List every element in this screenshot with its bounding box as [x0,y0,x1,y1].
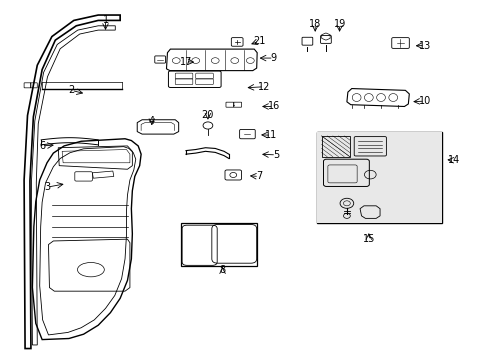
Text: 9: 9 [270,53,276,63]
Bar [316,132,442,223]
Text: 3: 3 [44,182,50,192]
Text: 15: 15 [362,234,374,244]
Text: 10: 10 [418,96,430,106]
Text: 11: 11 [264,130,277,140]
Text: 19: 19 [333,19,345,29]
Text: 18: 18 [308,19,321,29]
Text: 2: 2 [68,85,74,95]
Text: 13: 13 [418,41,430,50]
Text: 12: 12 [257,82,270,92]
Text: 1: 1 [102,15,108,26]
Bar [181,223,256,266]
Bar [317,132,441,223]
Text: 21: 21 [252,36,265,46]
Text: 6: 6 [39,141,45,151]
Text: 7: 7 [256,171,262,181]
Text: 20: 20 [202,111,214,121]
Text: 14: 14 [447,155,459,165]
Text: 4: 4 [148,116,155,126]
Text: 16: 16 [267,102,279,112]
Text: 17: 17 [180,57,192,67]
Bar [321,136,349,157]
Text: 5: 5 [272,150,279,160]
Text: 8: 8 [219,265,225,275]
